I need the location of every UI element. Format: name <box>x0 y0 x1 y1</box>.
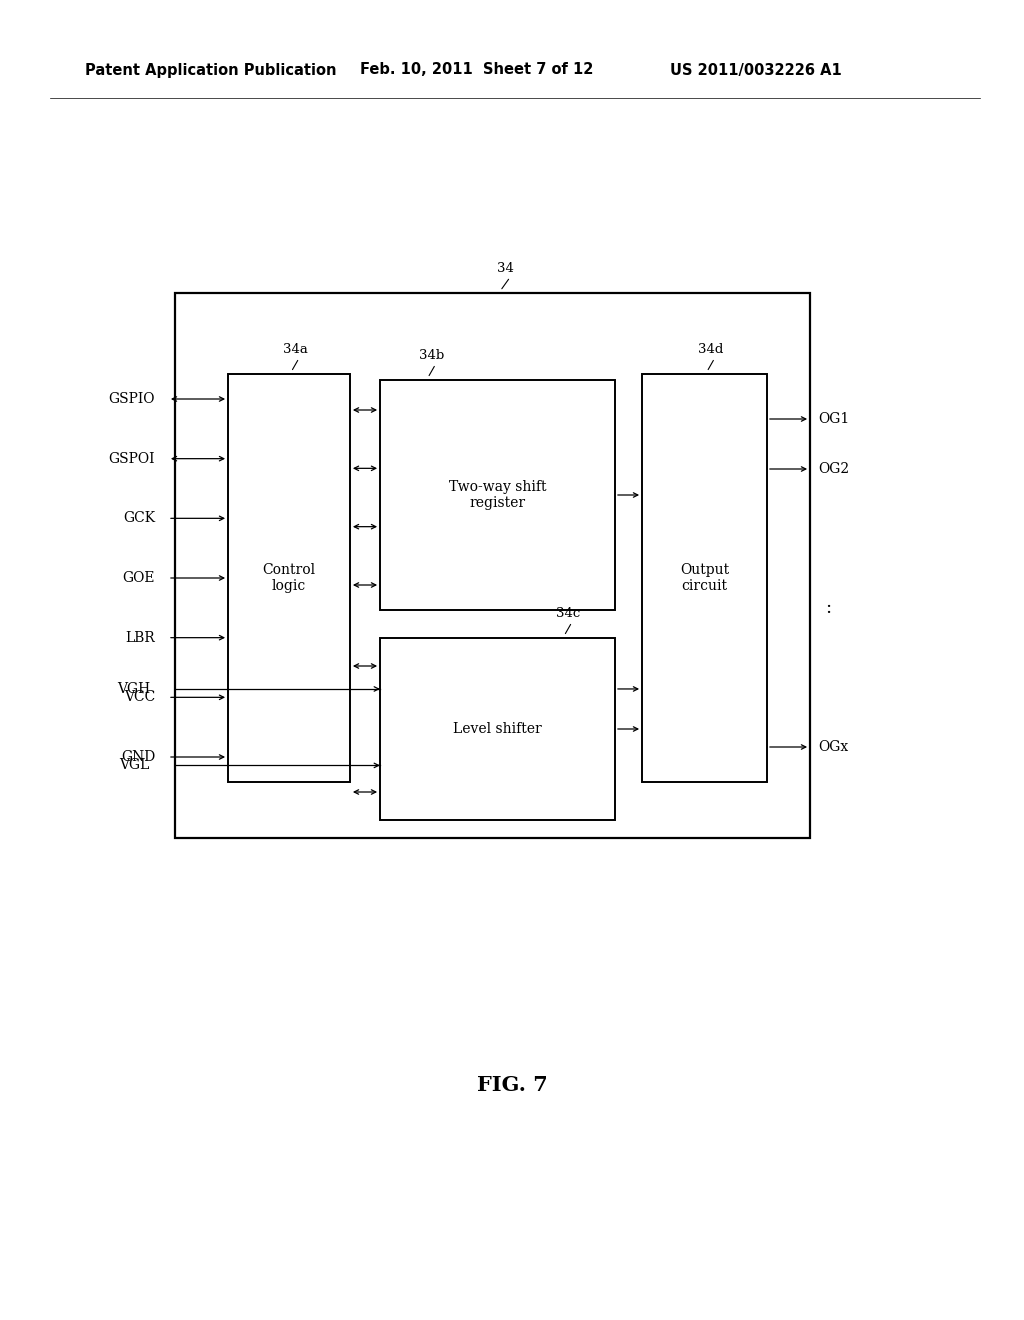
Text: GSPOI: GSPOI <box>109 451 155 466</box>
Bar <box>228 374 350 781</box>
Text: Feb. 10, 2011  Sheet 7 of 12: Feb. 10, 2011 Sheet 7 of 12 <box>360 62 593 78</box>
Text: Patent Application Publication: Patent Application Publication <box>85 62 337 78</box>
Text: OG2: OG2 <box>818 462 849 477</box>
Text: Level shifter: Level shifter <box>454 722 542 737</box>
Text: GOE: GOE <box>123 572 155 585</box>
Text: OG1: OG1 <box>818 412 849 426</box>
Text: 34c: 34c <box>556 607 581 620</box>
Text: LBR: LBR <box>125 631 155 644</box>
Text: FIG. 7: FIG. 7 <box>476 1074 548 1096</box>
Text: Two-way shift
register: Two-way shift register <box>449 480 546 510</box>
Text: US 2011/0032226 A1: US 2011/0032226 A1 <box>670 62 842 78</box>
Text: Control
logic: Control logic <box>262 562 315 593</box>
Text: Output
circuit: Output circuit <box>680 562 729 593</box>
Bar <box>380 380 615 610</box>
Text: GCK: GCK <box>123 511 155 525</box>
Text: 34b: 34b <box>419 348 444 362</box>
Text: OGx: OGx <box>818 741 848 754</box>
Text: VCC: VCC <box>124 690 155 705</box>
Bar <box>380 638 615 820</box>
Bar <box>642 374 767 781</box>
Text: VGL: VGL <box>120 759 150 772</box>
Bar <box>175 293 810 838</box>
Text: VGH: VGH <box>117 682 150 696</box>
Text: 34d: 34d <box>698 343 723 356</box>
Text: 34a: 34a <box>283 343 307 356</box>
Text: GND: GND <box>121 750 155 764</box>
Text: 34: 34 <box>497 261 514 275</box>
Text: GSPIO: GSPIO <box>109 392 155 407</box>
Text: :: : <box>825 599 831 616</box>
